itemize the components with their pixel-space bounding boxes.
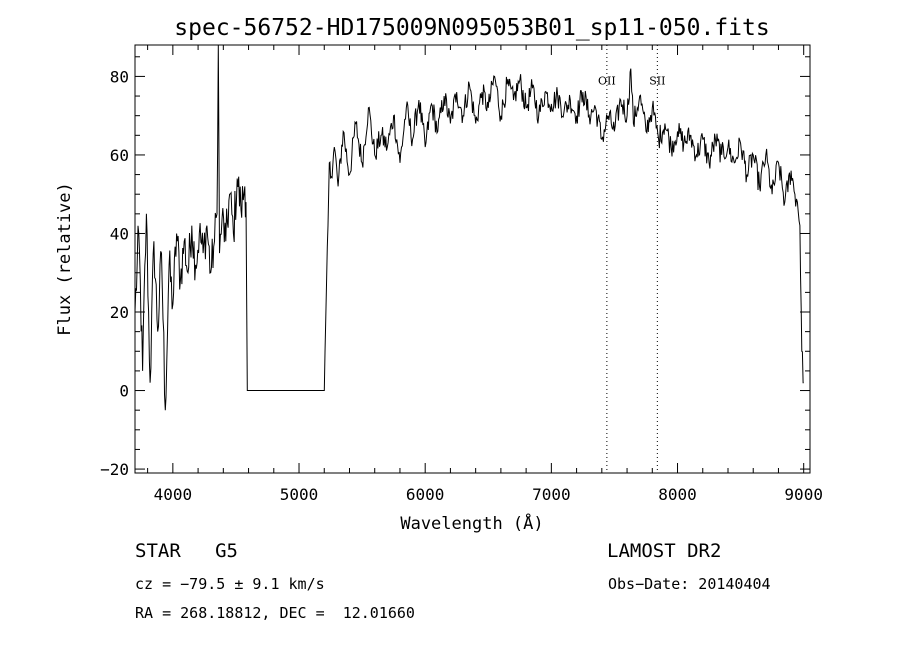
spectral-subclass: G5 [215, 540, 238, 562]
x-axis-label: Wavelength (Å) [400, 512, 543, 534]
y-tick-labels: −20 0 20 40 60 80 [100, 67, 129, 479]
x-tick-label: 7000 [532, 485, 571, 504]
y-tick-label: 20 [110, 303, 129, 322]
plot-frame [134, 44, 811, 474]
ra-dec-line: RA = 268.18812, DEC = 12.01660 [135, 604, 415, 622]
y-tick-label: 0 [119, 382, 129, 401]
annotation-label: SII [649, 74, 665, 87]
y-axis-label: Flux (relative) [55, 182, 75, 336]
spectrum-line [134, 44, 804, 411]
x-tick-label: 4000 [154, 485, 193, 504]
x-tick-labels: 4000 5000 6000 7000 8000 9000 [154, 485, 823, 504]
x-tick-label: 8000 [658, 485, 697, 504]
y-tick-label: −20 [100, 460, 129, 479]
x-tick-label: 9000 [784, 485, 823, 504]
obs-date: Obs−Date: 20140404 [608, 575, 771, 593]
star-class: STAR [135, 540, 181, 562]
y-tick-label: 60 [110, 146, 129, 165]
axis-ticks [135, 45, 810, 473]
survey-label: LAMOST DR2 [607, 540, 722, 562]
x-tick-label: 6000 [406, 485, 445, 504]
redshift-line: cz = −79.5 ± 9.1 km/s [135, 575, 325, 593]
y-tick-label: 40 [110, 224, 129, 243]
y-tick-label: 80 [110, 67, 129, 86]
line-annotations: OII SII [598, 45, 665, 473]
annotation-label: OII [598, 74, 616, 87]
chart-title: spec-56752-HD175009N095053B01_sp11-050.f… [174, 15, 769, 41]
info-class: STAR G5 [135, 540, 238, 562]
x-tick-label: 5000 [280, 485, 319, 504]
